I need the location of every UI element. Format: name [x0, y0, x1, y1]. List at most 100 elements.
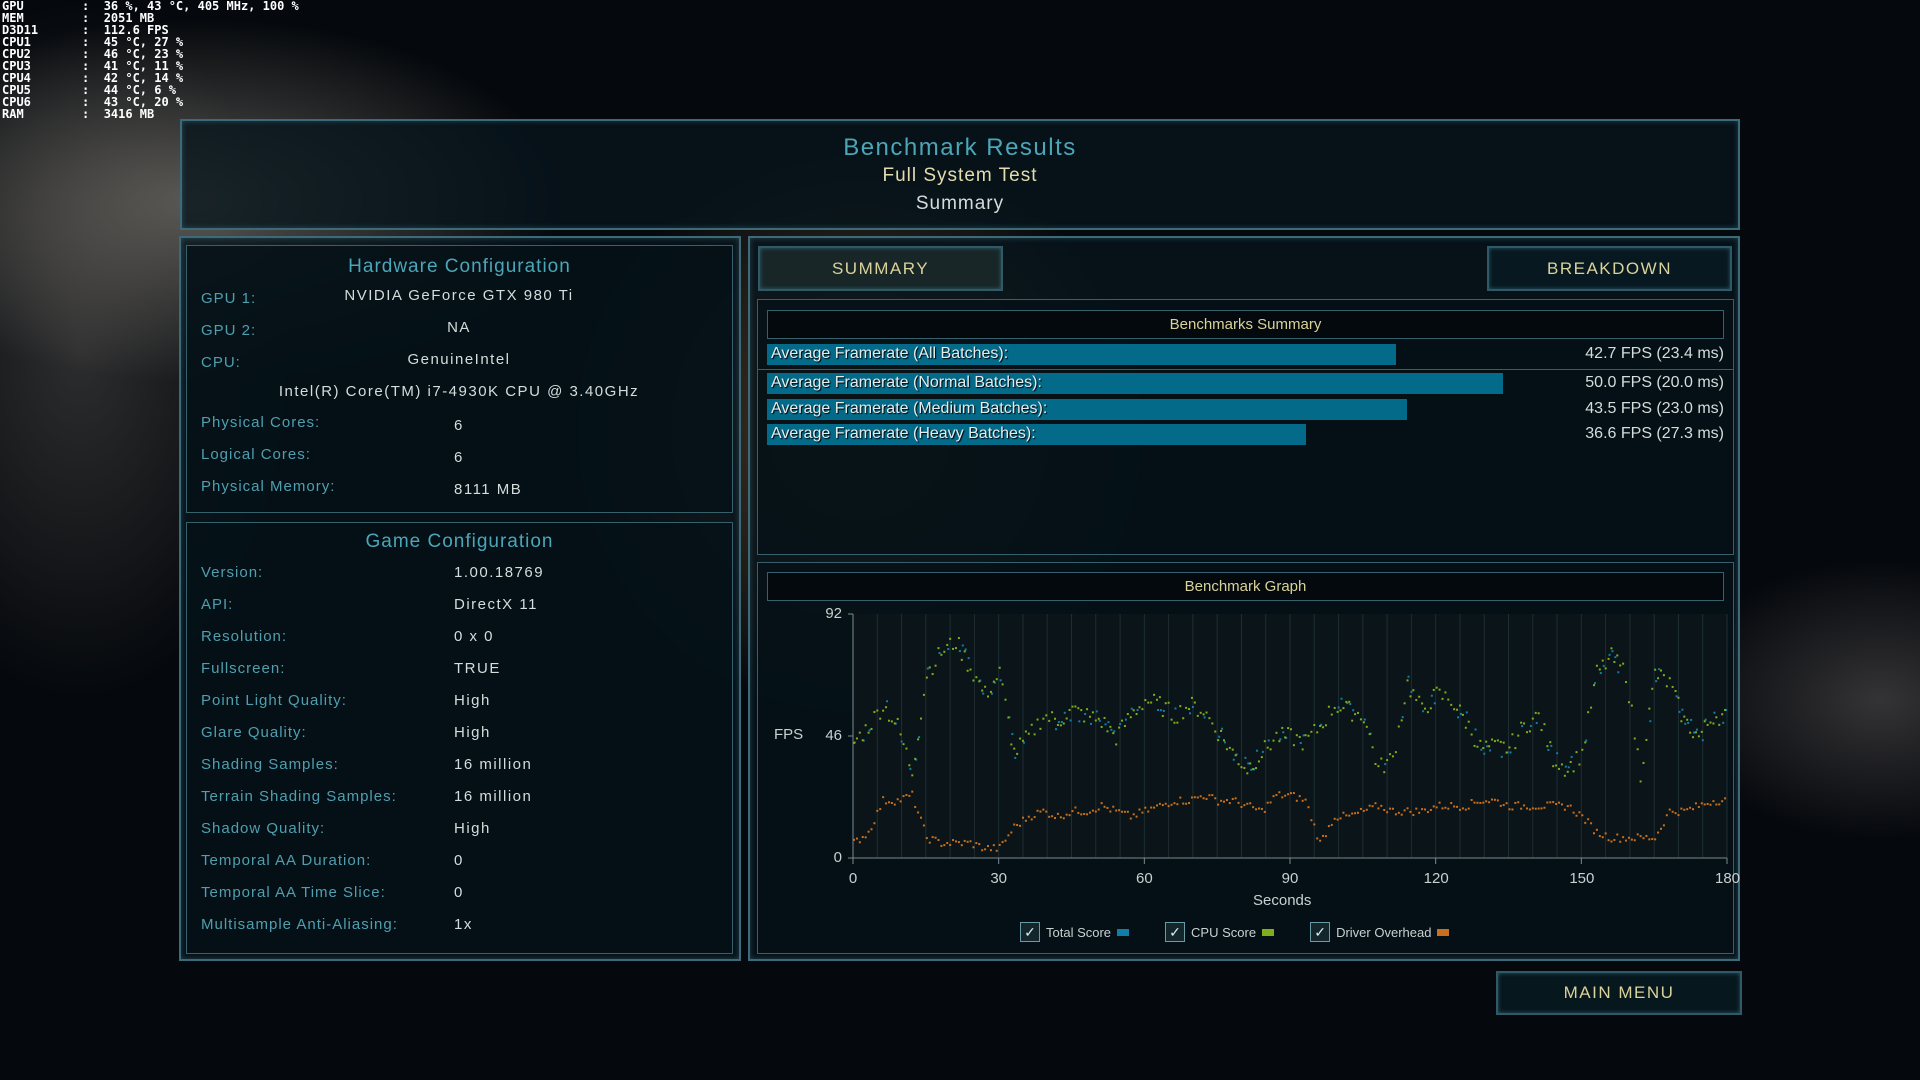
osd-key: CPU1 [2, 35, 31, 49]
osd-value: 41 °C, 11 % [103, 59, 184, 73]
data-point [1275, 731, 1278, 734]
data-point [1299, 742, 1302, 745]
data-point [1617, 671, 1620, 674]
checkbox-checked-icon[interactable]: ✓ [1020, 922, 1040, 942]
data-point [1668, 808, 1671, 811]
data-point [1013, 747, 1016, 750]
data-point [867, 731, 870, 734]
data-point [1185, 706, 1188, 709]
legend-item[interactable]: ✓ CPU Score [1165, 922, 1275, 942]
data-point [1697, 805, 1700, 808]
data-point [1255, 808, 1258, 811]
osd-separator: : [82, 0, 104, 13]
data-point [1304, 798, 1307, 801]
data-point [1063, 711, 1066, 714]
data-point [1368, 733, 1371, 736]
data-point [1677, 696, 1680, 699]
data-point [1083, 720, 1086, 723]
data-point [1319, 724, 1322, 727]
data-point [1550, 744, 1553, 747]
data-point [1651, 687, 1654, 690]
osd-line: CPU5: 44 °C, 6 % [2, 84, 299, 96]
data-point [981, 689, 984, 692]
data-point [867, 830, 870, 833]
game-config-value: 16 million [454, 788, 533, 805]
data-point [1566, 805, 1569, 808]
data-point [975, 842, 978, 845]
legend-item[interactable]: ✓ Driver Overhead [1310, 922, 1450, 942]
data-point [1337, 706, 1340, 709]
data-point [960, 844, 963, 847]
game-config-value: 0 [454, 884, 464, 901]
data-point [1394, 751, 1397, 754]
data-point [989, 849, 992, 852]
hardware-row-label: Physical Cores: [201, 414, 321, 431]
data-point [1362, 721, 1365, 724]
data-point [1648, 707, 1651, 710]
data-point [1645, 834, 1648, 837]
data-point [978, 843, 981, 846]
data-point [1703, 803, 1706, 806]
main-menu-button[interactable]: MAIN MENU [1496, 971, 1742, 1015]
data-point [1407, 675, 1410, 678]
data-point [1327, 705, 1330, 708]
data-point [1214, 730, 1217, 733]
data-point [917, 811, 920, 814]
data-point [1244, 756, 1247, 759]
data-point [1406, 807, 1409, 810]
data-point [1412, 689, 1415, 692]
data-point [1453, 708, 1456, 711]
data-point [1098, 719, 1101, 722]
data-point [1715, 716, 1718, 719]
data-point [1107, 721, 1110, 724]
tab-summary[interactable]: SUMMARY [758, 246, 1003, 291]
data-point [1118, 809, 1121, 812]
data-point [1080, 709, 1083, 712]
data-point [1690, 718, 1693, 721]
osd-line: MEM: 2051 MB [2, 12, 299, 24]
data-point [1701, 739, 1704, 742]
data-point [972, 679, 975, 682]
data-point [1499, 804, 1502, 807]
game-config-label: Point Light Quality: [201, 692, 347, 709]
data-point [1486, 745, 1489, 748]
tab-breakdown[interactable]: BREAKDOWN [1487, 246, 1732, 291]
data-point [1222, 800, 1225, 803]
data-point [925, 676, 928, 679]
data-point [1525, 807, 1528, 810]
data-point [1115, 743, 1118, 746]
checkbox-checked-icon[interactable]: ✓ [1165, 922, 1186, 942]
data-point [870, 727, 873, 730]
legend-item[interactable]: ✓ Total Score [1020, 922, 1130, 942]
data-point [911, 790, 914, 793]
data-point [1161, 804, 1164, 807]
data-point [987, 845, 990, 848]
data-point [1625, 839, 1628, 842]
data-point [1365, 808, 1368, 811]
data-point [975, 676, 978, 679]
checkbox-checked-icon[interactable]: ✓ [1310, 922, 1331, 942]
data-point [1320, 723, 1323, 726]
data-point [1467, 807, 1470, 810]
data-point [1065, 813, 1068, 816]
data-point [963, 650, 966, 653]
data-point [1091, 711, 1094, 714]
data-point [1121, 810, 1124, 813]
data-point [1692, 736, 1695, 739]
data-point [1272, 739, 1275, 742]
data-point [1590, 706, 1593, 709]
data-point [1138, 808, 1141, 811]
data-point [1540, 729, 1543, 732]
data-point [1089, 722, 1092, 725]
data-point [1217, 803, 1220, 806]
data-point [1036, 718, 1039, 721]
data-point [1263, 740, 1266, 743]
data-point [1552, 765, 1555, 768]
game-config-label: Shading Samples: [201, 756, 339, 773]
data-point [1461, 807, 1464, 810]
data-point [1444, 806, 1447, 809]
data-point [1485, 740, 1488, 743]
data-point [1528, 730, 1531, 733]
data-point [1217, 739, 1220, 742]
data-point [1110, 728, 1113, 731]
